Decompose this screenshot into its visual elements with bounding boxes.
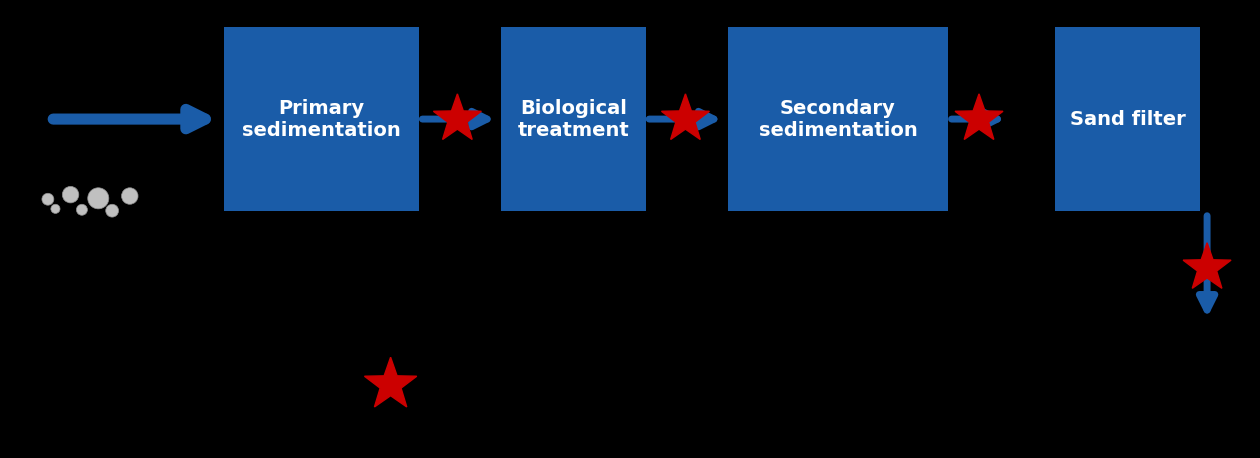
Ellipse shape: [106, 204, 118, 217]
FancyBboxPatch shape: [728, 27, 948, 211]
Polygon shape: [1183, 243, 1231, 288]
Polygon shape: [364, 357, 417, 407]
Ellipse shape: [62, 186, 79, 203]
Text: Secondary
sedimentation: Secondary sedimentation: [759, 98, 917, 140]
Ellipse shape: [121, 188, 139, 204]
Ellipse shape: [50, 204, 60, 213]
Text: Biological
treatment: Biological treatment: [518, 98, 629, 140]
Ellipse shape: [88, 188, 108, 209]
Polygon shape: [662, 94, 709, 139]
FancyBboxPatch shape: [501, 27, 646, 211]
Ellipse shape: [42, 193, 54, 205]
Text: Primary
sedimentation: Primary sedimentation: [242, 98, 401, 140]
FancyBboxPatch shape: [224, 27, 418, 211]
Ellipse shape: [77, 204, 87, 215]
Text: Sand filter: Sand filter: [1070, 109, 1186, 129]
Polygon shape: [433, 94, 481, 139]
FancyBboxPatch shape: [1056, 27, 1201, 211]
Polygon shape: [955, 94, 1003, 139]
